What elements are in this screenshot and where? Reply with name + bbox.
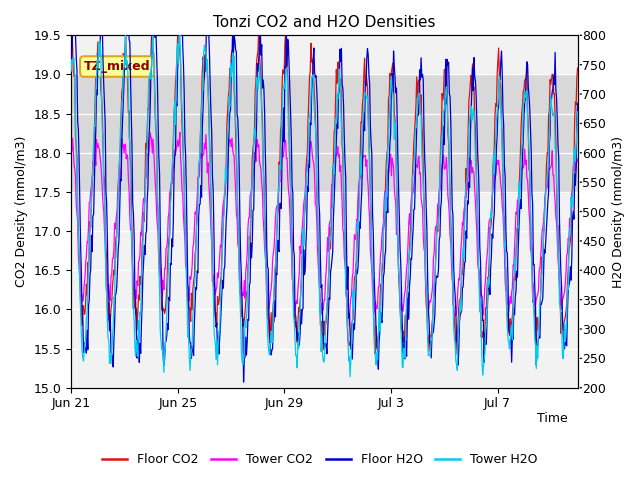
Title: Tonzi CO2 and H2O Densities: Tonzi CO2 and H2O Densities (213, 15, 436, 30)
Y-axis label: CO2 Density (mmol/m3): CO2 Density (mmol/m3) (15, 136, 28, 287)
Text: TZ_mixed: TZ_mixed (84, 60, 150, 73)
Legend: Floor CO2, Tower CO2, Floor H2O, Tower H2O: Floor CO2, Tower CO2, Floor H2O, Tower H… (97, 448, 543, 471)
Bar (71, 74, 577, 192)
Y-axis label: H2O Density (mmol/m3): H2O Density (mmol/m3) (612, 135, 625, 288)
Text: Time: Time (537, 412, 568, 425)
